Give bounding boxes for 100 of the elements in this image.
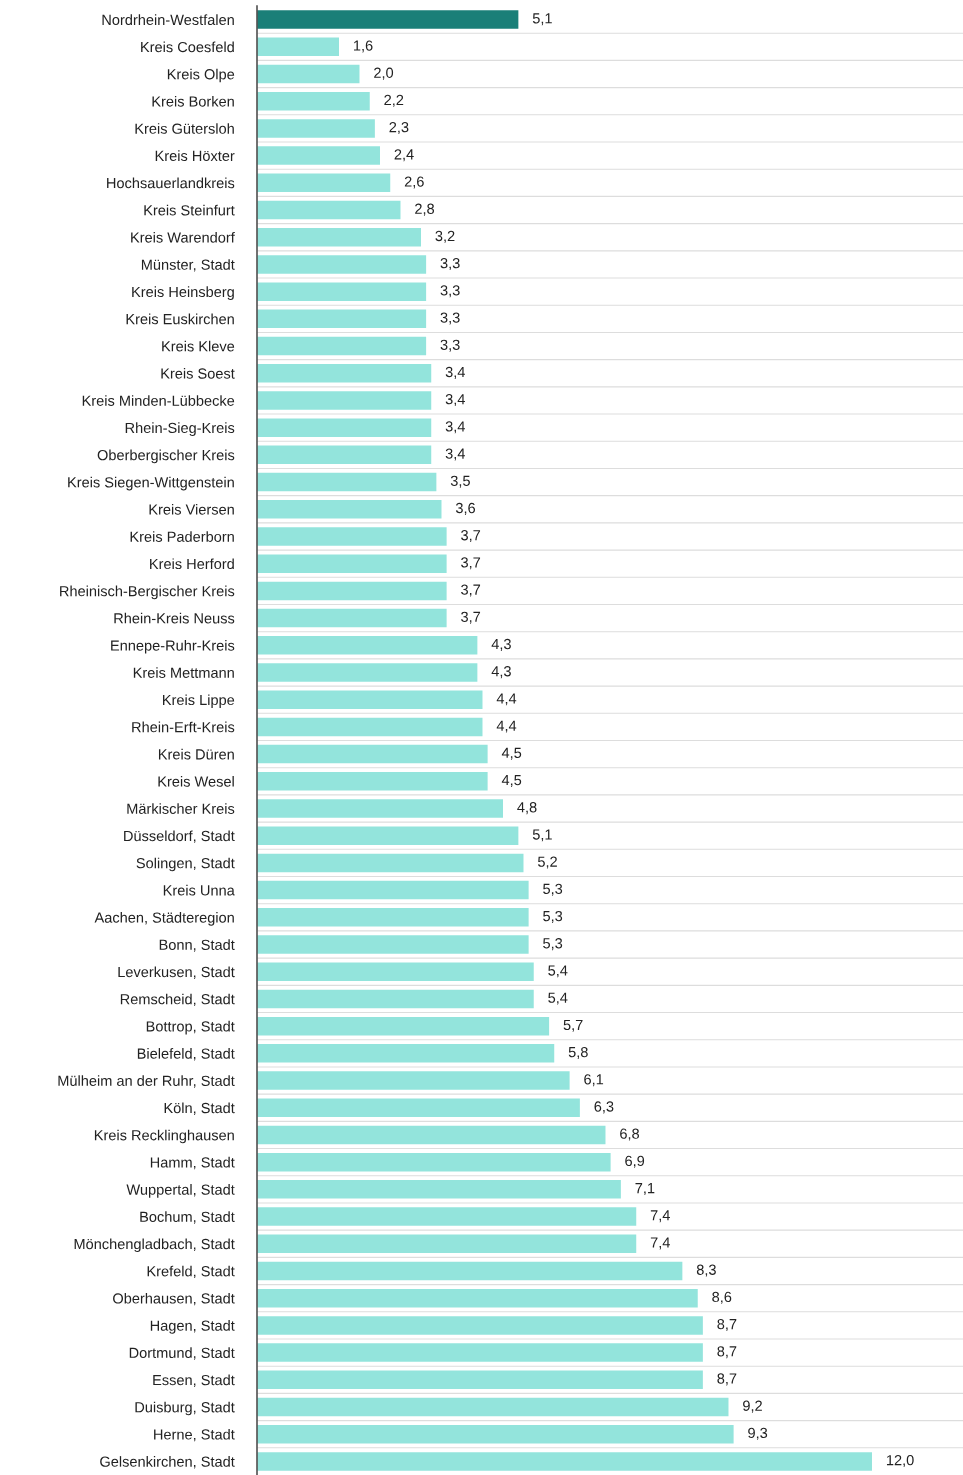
data-label: 3,3	[440, 312, 460, 325]
y-tick-label: Krefeld, Stadt	[147, 1265, 235, 1279]
data-label: 4,4	[496, 693, 517, 706]
y-tick-label: Kreis Viersen	[149, 503, 234, 515]
bar	[257, 173, 391, 193]
y-tick-label: Rhein-Sieg-Kreis	[125, 422, 235, 436]
bar	[257, 1424, 734, 1444]
bar	[257, 418, 432, 437]
bar	[257, 744, 488, 764]
y-tick-label: Gelsenkirchen, Stadt	[100, 1456, 235, 1469]
bar	[257, 1071, 570, 1090]
y-tick-label: Mönchengladbach, Stadt	[74, 1238, 235, 1253]
y-tick-label: Kreis Euskirchen	[126, 313, 234, 325]
y-tick-label: Kreis Herford	[150, 558, 234, 570]
data-label: 8,7	[717, 1373, 737, 1386]
bar	[257, 445, 432, 465]
data-label: 5,4	[548, 992, 568, 1005]
y-tick-label: Kreis Warendorf	[131, 231, 235, 243]
data-label: 3,5	[450, 475, 470, 488]
data-label: 6,8	[620, 1128, 640, 1141]
y-tick-label: Bochum, Stadt	[140, 1211, 235, 1224]
bar	[257, 1288, 698, 1308]
data-label: 3,7	[461, 557, 481, 570]
data-label: 4,8	[517, 802, 537, 815]
bar	[257, 282, 427, 301]
bar	[257, 826, 519, 845]
y-tick-label: Kreis Wesel	[158, 776, 234, 787]
data-label: 5,3	[543, 910, 563, 923]
bar	[257, 581, 447, 601]
data-label: 7,4	[650, 1237, 670, 1250]
data-label: 4,5	[501, 747, 522, 760]
data-label: 3,7	[461, 611, 481, 624]
data-label: 5,3	[543, 938, 563, 951]
data-label: 5,8	[568, 1046, 588, 1059]
data-label: 8,7	[717, 1318, 737, 1332]
y-tick-label: Hochsauerlandkreis	[107, 177, 235, 189]
y-tick-label: Kreis Mettmann	[133, 667, 234, 678]
bar	[257, 908, 529, 927]
y-tick-label: Kreis Gütersloh	[135, 123, 234, 134]
y-tick-label: Rheinisch-Bergischer Kreis	[60, 585, 235, 600]
bar	[257, 772, 488, 791]
y-tick-label: Kreis Paderborn	[130, 531, 234, 542]
data-label: 3,2	[435, 230, 455, 243]
y-tick-label: Köln, Stadt	[164, 1102, 235, 1115]
y-tick-label: Mülheim an der Ruhr, Stadt	[58, 1075, 235, 1088]
y-tick-label: Hagen, Stadt	[150, 1320, 235, 1334]
bar	[257, 608, 447, 628]
data-label: 2,0	[374, 67, 394, 80]
bar	[257, 636, 478, 655]
bar	[257, 336, 427, 356]
data-label: 4,3	[491, 638, 511, 651]
data-label: 2,3	[389, 122, 409, 135]
bar	[257, 717, 483, 737]
data-label: 5,1	[532, 13, 552, 26]
bar	[257, 1316, 703, 1335]
bar	[257, 663, 478, 682]
bar	[257, 500, 442, 519]
y-tick-label: Kreis Minden-Lübbecke	[82, 395, 235, 406]
y-tick-label: Kreis Düren	[158, 748, 234, 760]
data-label: 1,6	[354, 40, 373, 53]
y-tick-label: Solingen, Stadt	[136, 857, 235, 872]
y-tick-label: Herne, Stadt	[154, 1428, 235, 1442]
bar	[257, 200, 401, 220]
y-tick-label: Leverkusen, Stadt	[118, 966, 235, 979]
data-label: 3,4	[445, 448, 465, 461]
bar	[257, 10, 519, 29]
data-label: 5,7	[563, 1019, 583, 1032]
data-label: 4,5	[501, 775, 522, 787]
bar	[257, 364, 432, 383]
y-tick-label: Düsseldorf, Stadt	[124, 830, 235, 843]
data-label: 5,4	[548, 965, 568, 978]
bar	[257, 91, 370, 111]
bar	[257, 1152, 611, 1172]
bar	[257, 227, 421, 247]
bar	[257, 799, 503, 818]
data-label: 3,3	[440, 258, 460, 271]
bar	[257, 1125, 606, 1145]
bar	[257, 146, 380, 165]
data-label: 4,4	[496, 720, 517, 733]
data-label: 9,3	[748, 1427, 768, 1440]
y-tick-label: Oberhausen, Stadt	[113, 1292, 235, 1306]
y-tick-label: Bonn, Stadt	[159, 939, 235, 952]
bar	[257, 935, 529, 954]
data-label: 8,3	[696, 1264, 716, 1277]
bar	[257, 1397, 729, 1417]
data-label: 8,7	[717, 1346, 737, 1359]
y-tick-label: Kreis Kleve	[162, 340, 235, 352]
bar	[257, 853, 524, 873]
bar	[257, 119, 375, 138]
data-label: 6,1	[584, 1074, 604, 1087]
bar	[257, 527, 447, 546]
y-tick-label: Kreis Höxter	[155, 150, 235, 162]
data-label: 2,4	[394, 149, 414, 162]
data-label: 8,6	[712, 1291, 732, 1304]
y-tick-label: Wuppertal, Stadt	[126, 1184, 235, 1198]
y-tick-label: Remscheid, Stadt	[120, 993, 235, 1007]
bar	[257, 1452, 872, 1471]
bar	[257, 391, 432, 410]
y-tick-label: Kreis Siegen-Wittgenstein	[68, 476, 234, 491]
y-tick-label: Kreis Soest	[161, 367, 235, 379]
